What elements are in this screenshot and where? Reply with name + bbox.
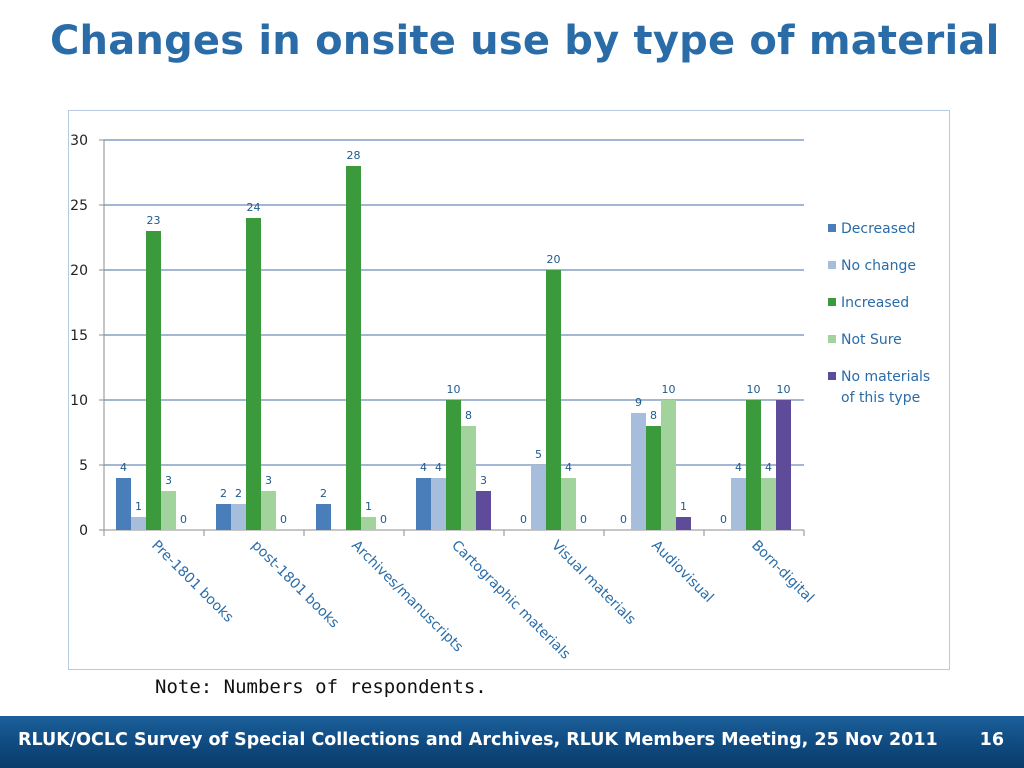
y-tick-label: 5: [79, 458, 88, 474]
footer-text: RLUK/OCLC Survey of Special Collections …: [18, 730, 938, 750]
data-label: 4: [765, 461, 772, 474]
bar-decreased: [116, 478, 131, 530]
data-label: 3: [480, 474, 487, 487]
data-label: 2: [220, 487, 227, 500]
category-label: Audiovisual: [648, 538, 716, 606]
data-label: 0: [580, 513, 587, 526]
legend-swatch: [828, 372, 836, 380]
bar-increased: [446, 400, 461, 530]
data-label: 8: [650, 409, 657, 422]
bar-not-sure: [361, 517, 376, 530]
data-label: 10: [662, 383, 676, 396]
data-label: 10: [777, 383, 791, 396]
y-tick-label: 0: [79, 523, 88, 539]
legend-label: No materials: [841, 369, 930, 385]
bar-no-change: [131, 517, 146, 530]
data-label: 23: [147, 214, 161, 227]
data-label: 3: [265, 474, 272, 487]
data-label: 4: [435, 461, 442, 474]
slide-number: 16: [979, 730, 1004, 750]
legend-label: No change: [841, 258, 916, 274]
data-label: 0: [380, 513, 387, 526]
category-label: Pre-1801 books: [148, 538, 236, 626]
bar-not-sure: [261, 491, 276, 530]
category-label: Cartographic materials: [448, 538, 573, 663]
slide-title: Changes in onsite use by type of materia…: [50, 18, 1000, 64]
data-label: 0: [180, 513, 187, 526]
data-label: 4: [565, 461, 572, 474]
y-tick-label: 20: [70, 263, 88, 279]
data-label: 4: [735, 461, 742, 474]
bar-no-change: [631, 413, 646, 530]
category-label: Born-digital: [748, 538, 817, 607]
legend-label: Decreased: [841, 221, 916, 237]
y-tick-label: 10: [70, 393, 88, 409]
bar-decreased: [416, 478, 431, 530]
data-label: 24: [247, 201, 261, 214]
data-label: 10: [747, 383, 761, 396]
data-label: 1: [135, 500, 142, 513]
data-label: 8: [465, 409, 472, 422]
data-label: 0: [620, 513, 627, 526]
bar-not-sure: [161, 491, 176, 530]
data-label: 4: [120, 461, 127, 474]
data-label: 5: [535, 448, 542, 461]
data-label: 0: [520, 513, 527, 526]
bar-no-materials-of-this-type: [776, 400, 791, 530]
bar-decreased: [316, 504, 331, 530]
legend-label: Not Sure: [841, 332, 902, 348]
bar-decreased: [216, 504, 231, 530]
legend-swatch: [828, 261, 836, 269]
data-label: 3: [165, 474, 172, 487]
bar-increased: [646, 426, 661, 530]
legend-swatch: [828, 298, 836, 306]
bar-no-change: [531, 465, 546, 530]
bar-no-change: [231, 504, 246, 530]
bar-not-sure: [461, 426, 476, 530]
data-label: 2: [235, 487, 242, 500]
bar-increased: [746, 400, 761, 530]
y-tick-label: 25: [70, 198, 88, 214]
data-label: 0: [720, 513, 727, 526]
bar-increased: [246, 218, 261, 530]
data-label: 1: [680, 500, 687, 513]
chart-frame: 0 5 10 15 20 25 30 4 1 23 3 0 Pre-1801 books 2 2 24 3 0 po…: [68, 110, 950, 670]
category-label: Archives/manuscripts: [348, 538, 466, 656]
category-label: Visual materials: [548, 538, 638, 628]
data-label: 20: [547, 253, 561, 266]
bar-not-sure: [761, 478, 776, 530]
data-label: 2: [320, 487, 327, 500]
bar-no-materials-of-this-type: [676, 517, 691, 530]
legend-swatch: [828, 335, 836, 343]
category-label: post-1801 books: [248, 538, 342, 632]
bar-increased: [346, 166, 361, 530]
y-tick-label: 15: [70, 328, 88, 344]
legend-label: Increased: [841, 295, 909, 311]
data-label: 4: [420, 461, 427, 474]
y-tick-label: 30: [70, 133, 88, 149]
data-label: 0: [280, 513, 287, 526]
data-label: 10: [447, 383, 461, 396]
bar-increased: [546, 270, 561, 530]
data-label: 1: [365, 500, 372, 513]
bar-no-change: [731, 478, 746, 530]
bar-no-materials-of-this-type: [476, 491, 491, 530]
bar-increased: [146, 231, 161, 530]
bar-not-sure: [661, 400, 676, 530]
legend-label: of this type: [841, 390, 920, 406]
data-label: 9: [635, 396, 642, 409]
footer-bar: RLUK/OCLC Survey of Special Collections …: [0, 716, 1024, 768]
note-text: Note: Numbers of respondents.: [155, 676, 487, 698]
bar-no-change: [431, 478, 446, 530]
data-label: 28: [347, 149, 361, 162]
legend-swatch: [828, 224, 836, 232]
bar-not-sure: [561, 478, 576, 530]
